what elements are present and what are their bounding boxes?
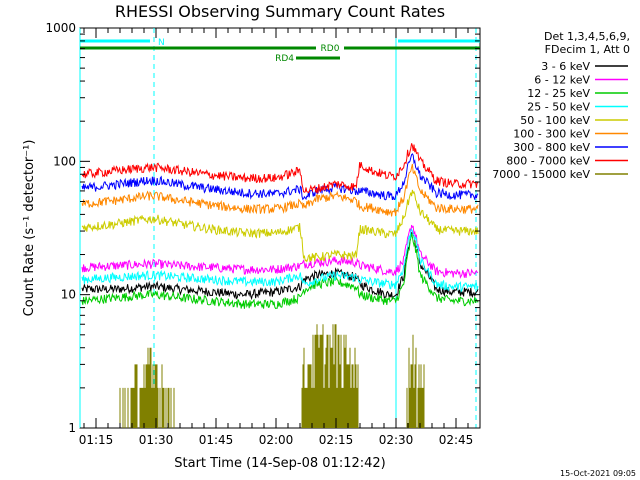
legend-label: 7000 - 15000 keV xyxy=(492,168,590,181)
render-timestamp: 15-Oct-2021 09:05 xyxy=(560,469,636,478)
x-tick-label: 02:15 xyxy=(319,433,354,447)
x-tick-label: 02:45 xyxy=(439,433,474,447)
marker-lines xyxy=(79,28,477,428)
series-line-1 xyxy=(81,224,479,279)
rd4-flag-label: RD4 xyxy=(275,54,294,64)
legend-label: 800 - 7000 keV xyxy=(506,155,590,168)
chart-title: RHESSI Observing Summary Count Rates xyxy=(115,2,445,21)
series-line-5 xyxy=(81,163,479,217)
legend-header-line-1: Det 1,3,4,5,6,9, xyxy=(544,30,630,43)
flag-bars: N RD0 RD4 xyxy=(80,38,480,64)
series-7000-15000-kev-bars xyxy=(119,324,425,428)
x-tick-label: 01:15 xyxy=(79,433,114,447)
y-axis: 1 10 100 1000 xyxy=(45,21,480,435)
series-group xyxy=(81,143,479,428)
series-line-6 xyxy=(81,153,479,201)
x-tick-label: 01:30 xyxy=(139,433,174,447)
legend-label: 300 - 800 keV xyxy=(513,141,590,154)
legend-label: 6 - 12 keV xyxy=(534,74,590,87)
legend-label: 25 - 50 keV xyxy=(527,101,590,114)
x-tick-label: 02:00 xyxy=(259,433,294,447)
rd0-flag-label: RD0 xyxy=(321,44,340,54)
y-tick-label: 100 xyxy=(53,154,76,168)
legend-label: 50 - 100 keV xyxy=(520,114,590,127)
series-line-4 xyxy=(81,189,479,263)
plot-frame xyxy=(79,27,481,429)
legend-label: 100 - 300 keV xyxy=(513,128,590,141)
x-axis: 01:15 01:30 01:45 02:00 02:15 02:30 02:45 xyxy=(79,28,481,447)
x-tick-label: 01:45 xyxy=(199,433,234,447)
y-tick-label: 1 xyxy=(68,421,76,435)
series-line-7 xyxy=(81,143,479,194)
y-tick-label: 10 xyxy=(61,288,76,302)
night-flag-label: N xyxy=(158,38,165,48)
y-tick-label: 1000 xyxy=(45,21,76,35)
series-line-2 xyxy=(81,233,479,310)
series-line-3 xyxy=(81,228,479,293)
legend: Det 1,3,4,5,6,9, FDecim 1, Att 0 3 - 6 k… xyxy=(492,30,630,181)
x-tick-label: 02:30 xyxy=(379,433,414,447)
legend-label: 12 - 25 keV xyxy=(527,87,590,100)
legend-header-line-2: FDecim 1, Att 0 xyxy=(545,43,630,56)
x-axis-label: Start Time (14-Sep-08 01:12:42) xyxy=(174,456,385,471)
legend-label: 3 - 6 keV xyxy=(541,60,590,73)
series-line-0 xyxy=(81,232,479,301)
y-axis-label: Count Rate (s⁻¹ detector⁻¹) xyxy=(22,140,37,317)
